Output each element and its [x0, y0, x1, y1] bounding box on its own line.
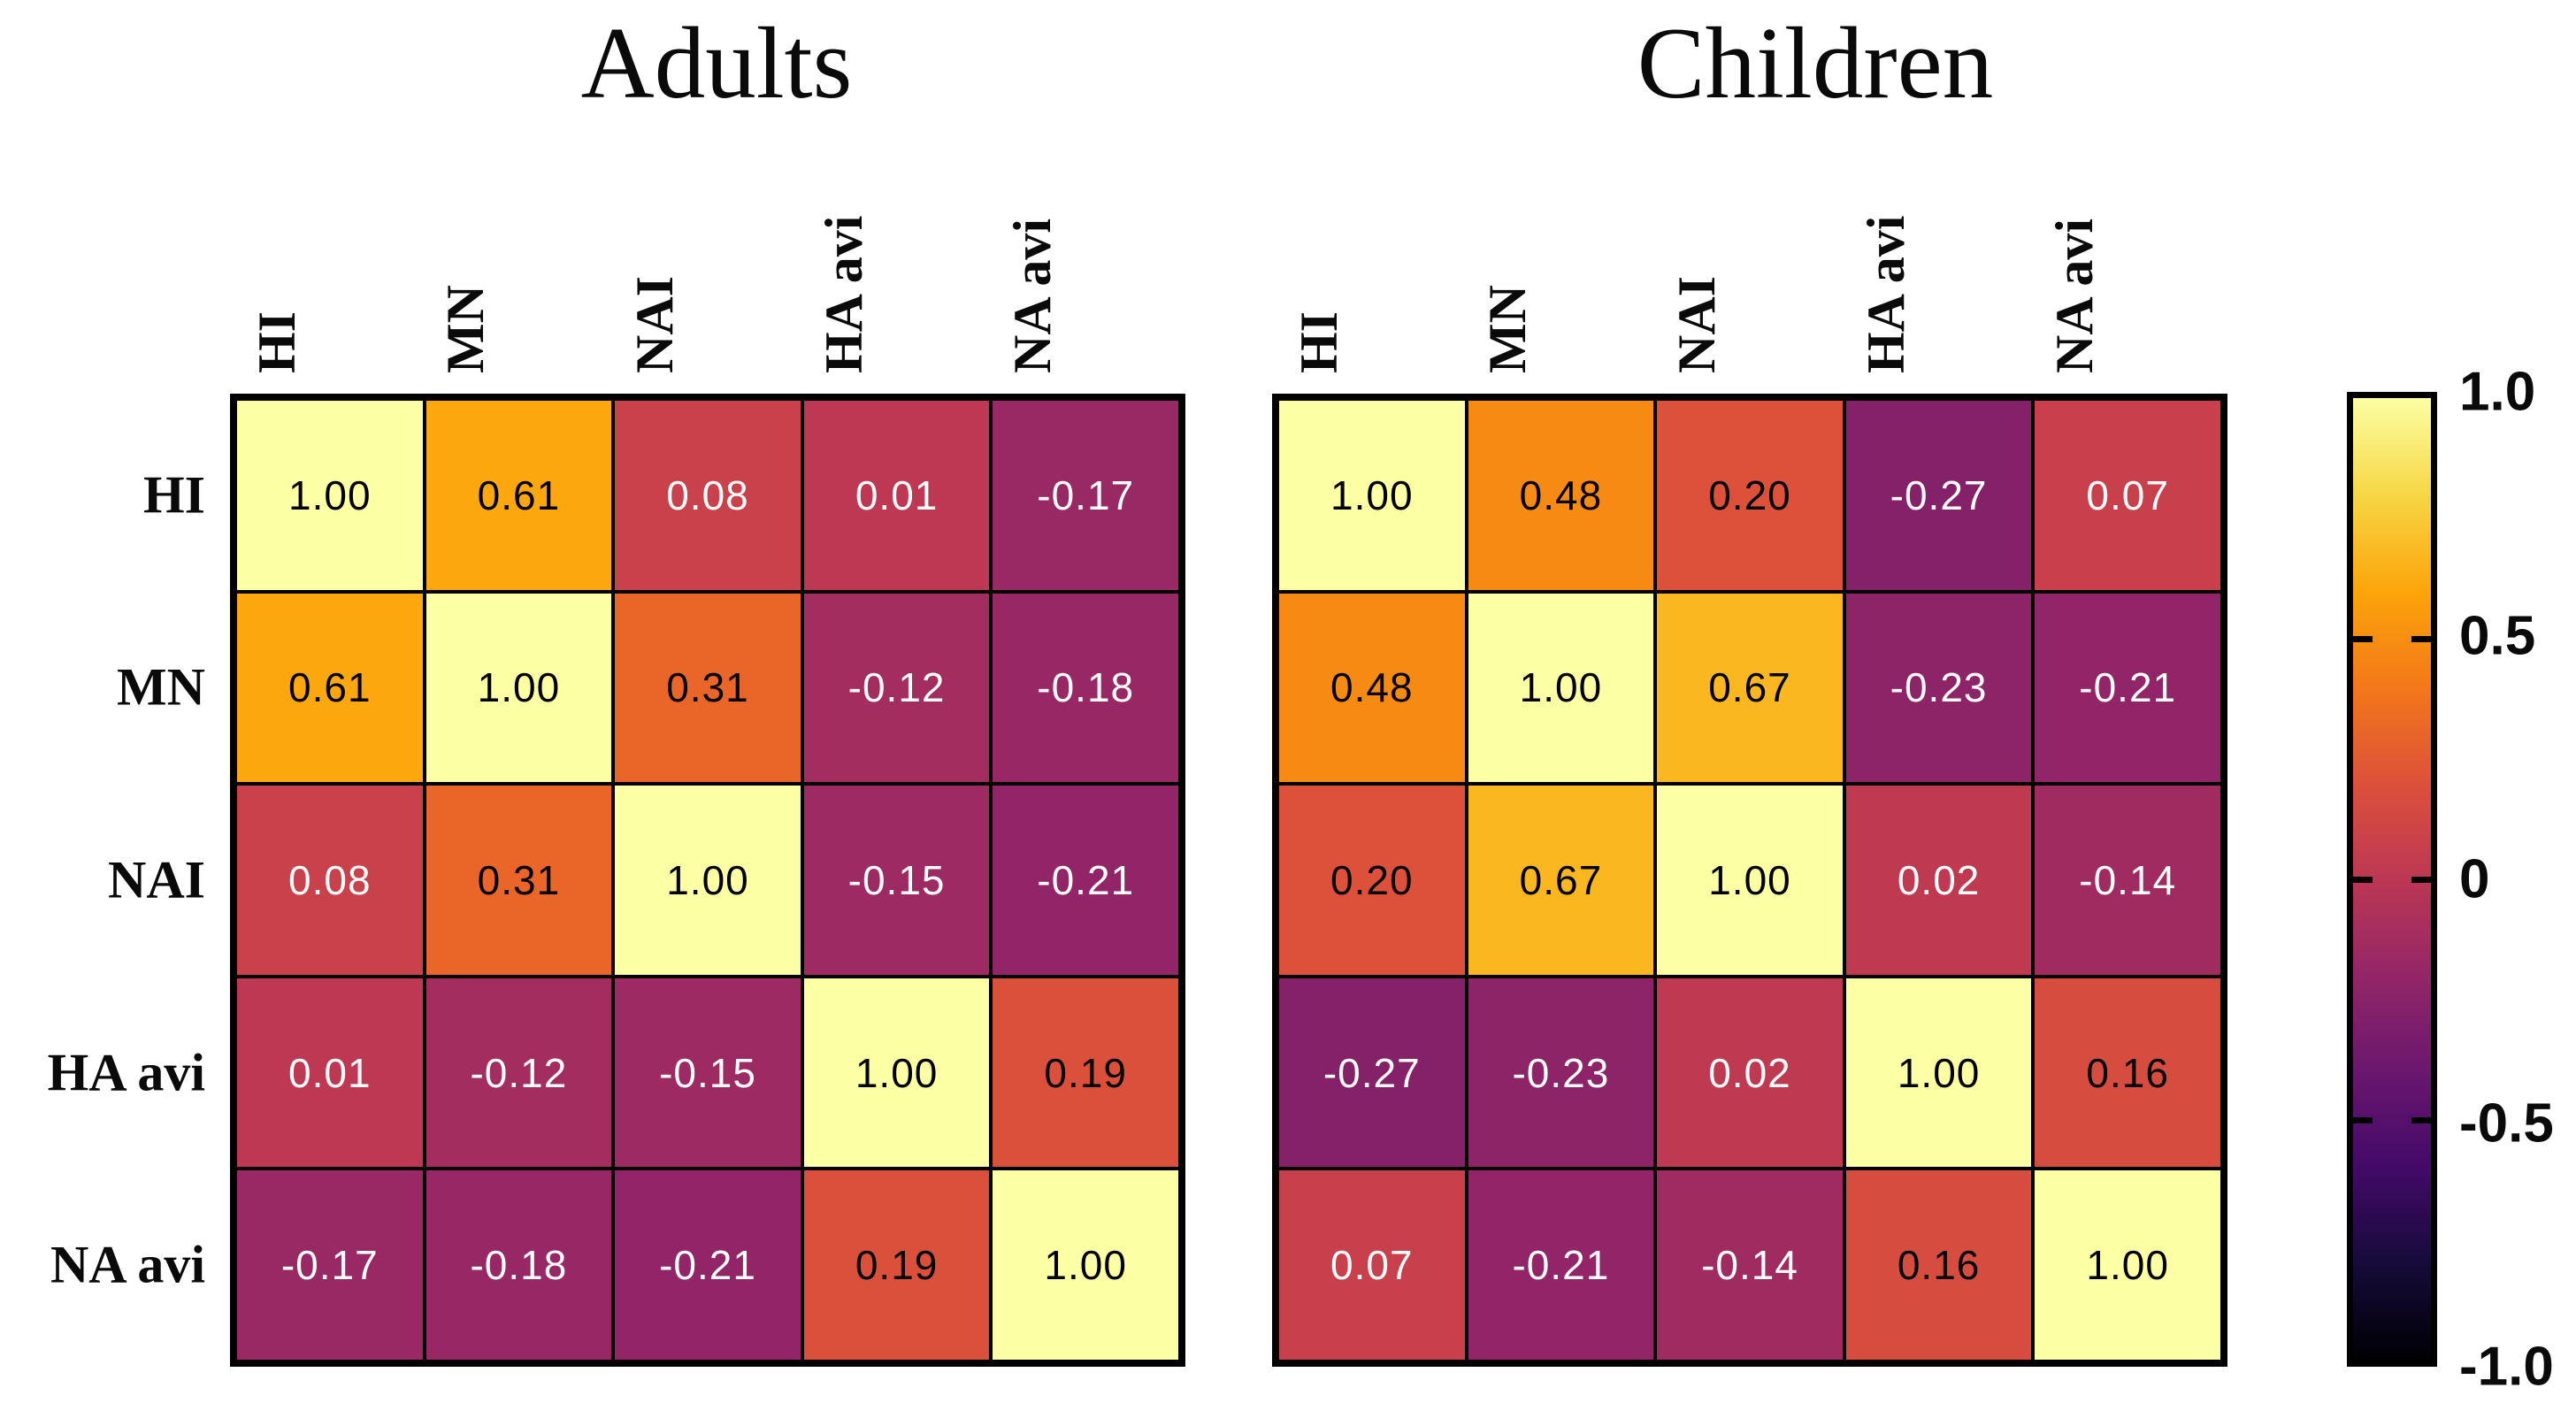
- cell-children-HA avi-NA avi: 0.16: [2035, 978, 2220, 1168]
- cell-children-NAI-HI: 0.20: [1279, 786, 1465, 975]
- cell-children-NA avi-HA avi: 0.16: [1845, 1170, 2032, 1360]
- cell-children-NA avi-MN: -0.21: [1468, 1170, 1654, 1360]
- cell-adults-NAI-HA avi: -0.15: [803, 786, 990, 975]
- cell-children-HA avi-NAI: 0.02: [1657, 978, 1843, 1168]
- colorbar-tick: [2353, 636, 2373, 642]
- colorbar-gradient: [2353, 398, 2431, 1361]
- heatmap-grid-adults: 1.00 0.61 0.08 0.01 -0.17 0.61 1.00 0.31 -0.12 -0…: [230, 394, 1185, 1367]
- cell-adults-NAI-HI: 0.08: [237, 786, 423, 975]
- cell-children-NA avi-NAI: -0.14: [1657, 1170, 1843, 1360]
- cell-adults-HA avi-MN: -0.12: [426, 978, 612, 1168]
- cell-adults-NA avi-NA avi: 1.00: [993, 1170, 1178, 1360]
- panel-title-adults: Adults: [580, 7, 853, 119]
- row-label-MN: MN: [117, 657, 205, 717]
- col-label-children-HI: HI: [1289, 310, 1348, 373]
- cell-adults-HA avi-HA avi: 1.00: [803, 978, 990, 1168]
- col-label-adults-NA avi: NA avi: [1003, 218, 1062, 373]
- cell-children-HI-NA avi: 0.07: [2035, 401, 2220, 590]
- cell-adults-NAI-MN: 0.31: [426, 786, 612, 975]
- colorbar-label-1.0: 1.0: [2459, 361, 2536, 423]
- cell-children-NAI-NA avi: -0.14: [2035, 786, 2220, 975]
- cell-children-HI-NAI: 0.20: [1657, 401, 1843, 590]
- cell-adults-NA avi-MN: -0.18: [426, 1170, 612, 1360]
- cell-children-MN-NAI: 0.67: [1657, 593, 1843, 783]
- cell-adults-HA avi-NAI: -0.15: [615, 978, 801, 1168]
- col-label-children-HA avi: HA avi: [1856, 215, 1915, 373]
- colorbar-tick: [2353, 1117, 2373, 1123]
- col-label-adults-HA avi: HA avi: [814, 215, 873, 373]
- cell-adults-HI-HA avi: 0.01: [803, 401, 990, 590]
- row-label-HA avi: HA avi: [47, 1043, 205, 1102]
- cell-children-HI-HA avi: -0.27: [1845, 401, 2032, 590]
- colorbar-tick: [2411, 1117, 2431, 1123]
- cell-adults-HI-NAI: 0.08: [615, 401, 801, 590]
- cell-adults-MN-NA avi: -0.18: [993, 593, 1178, 783]
- cell-adults-NAI-NAI: 1.00: [615, 786, 801, 975]
- cell-adults-MN-MN: 1.00: [426, 593, 612, 783]
- cell-adults-HI-HI: 1.00: [237, 401, 423, 590]
- cell-children-HA avi-HI: -0.27: [1279, 978, 1465, 1168]
- cell-children-HI-MN: 0.48: [1468, 401, 1654, 590]
- cell-adults-HI-MN: 0.61: [426, 401, 612, 590]
- cell-adults-HA avi-NA avi: 0.19: [993, 978, 1178, 1168]
- colorbar-label--1.0: -1.0: [2459, 1336, 2554, 1398]
- row-label-NA avi: NA avi: [50, 1235, 205, 1294]
- colorbar-tick: [2353, 877, 2373, 883]
- cell-adults-MN-NAI: 0.31: [615, 593, 801, 783]
- cell-adults-NA avi-HI: -0.17: [237, 1170, 423, 1360]
- cell-adults-MN-HI: 0.61: [237, 593, 423, 783]
- colorbar-tick: [2411, 877, 2431, 883]
- heatmap-grid-children: 1.00 0.48 0.20 -0.27 0.07 0.48 1.00 0.67 -0.23 -0…: [1272, 394, 2227, 1367]
- cell-children-MN-MN: 1.00: [1468, 593, 1654, 783]
- cell-children-MN-NA avi: -0.21: [2035, 593, 2220, 783]
- cell-children-NA avi-NA avi: 1.00: [2035, 1170, 2220, 1360]
- col-label-children-NA avi: NA avi: [2045, 218, 2104, 373]
- cell-adults-HI-NA avi: -0.17: [993, 401, 1178, 590]
- col-label-children-MN: MN: [1478, 285, 1537, 373]
- cell-children-MN-HI: 0.48: [1279, 593, 1465, 783]
- colorbar-label-0.5: 0.5: [2459, 605, 2536, 666]
- cell-adults-NA avi-NAI: -0.21: [615, 1170, 801, 1360]
- col-label-adults-MN: MN: [436, 285, 495, 373]
- cell-adults-NAI-NA avi: -0.21: [993, 786, 1178, 975]
- cell-children-NA avi-HI: 0.07: [1279, 1170, 1465, 1360]
- col-label-adults-HI: HI: [247, 310, 306, 373]
- colorbar-label--0.5: -0.5: [2459, 1092, 2554, 1154]
- cell-children-HA avi-HA avi: 1.00: [1845, 978, 2032, 1168]
- colorbar-tick: [2411, 636, 2431, 642]
- row-label-NAI: NAI: [107, 850, 205, 909]
- panel-title-children: Children: [1637, 7, 1994, 119]
- cell-children-NAI-HA avi: 0.02: [1845, 786, 2032, 975]
- cell-adults-HA avi-HI: 0.01: [237, 978, 423, 1168]
- colorbar: [2347, 392, 2437, 1367]
- cell-children-MN-HA avi: -0.23: [1845, 593, 2032, 783]
- row-label-HI: HI: [142, 465, 205, 525]
- cell-children-HI-HI: 1.00: [1279, 401, 1465, 590]
- col-label-children-NAI: NAI: [1668, 275, 1726, 373]
- colorbar-label-0: 0: [2459, 848, 2490, 910]
- cell-children-NAI-MN: 0.67: [1468, 786, 1654, 975]
- cell-adults-NA avi-HA avi: 0.19: [803, 1170, 990, 1360]
- cell-children-HA avi-MN: -0.23: [1468, 978, 1654, 1168]
- cell-children-NAI-NAI: 1.00: [1657, 786, 1843, 975]
- col-label-adults-NAI: NAI: [625, 275, 684, 373]
- cell-adults-MN-HA avi: -0.12: [803, 593, 990, 783]
